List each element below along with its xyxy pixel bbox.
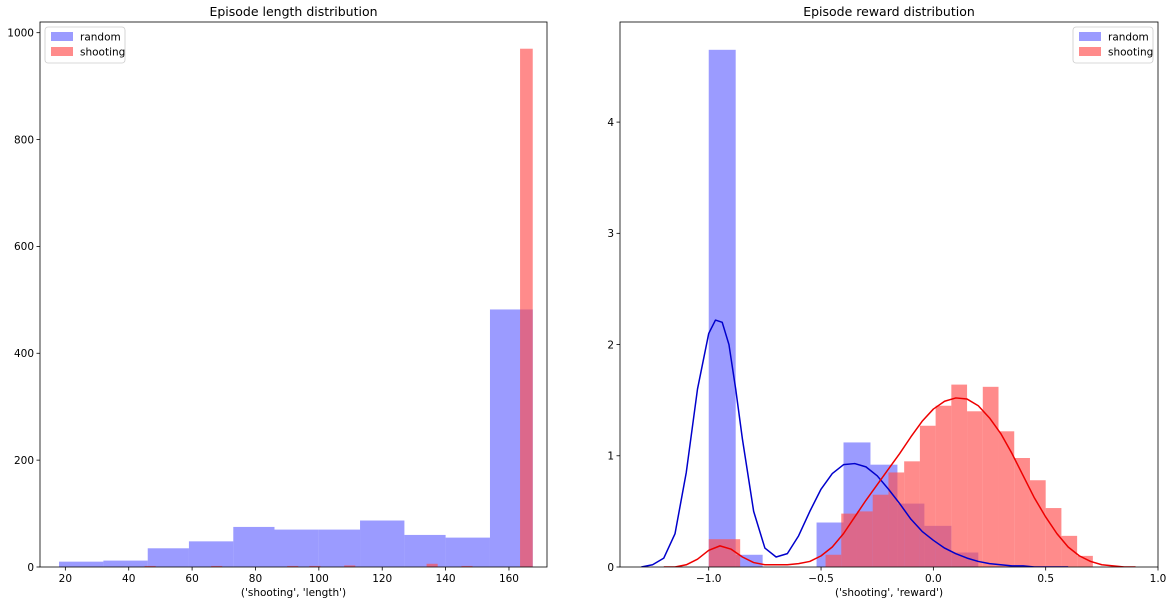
y-tick-label: 800: [14, 134, 34, 146]
legend-swatch-random: [1079, 32, 1101, 41]
y-tick-label: 400: [14, 348, 34, 360]
x-tick-label: 100: [309, 573, 329, 585]
bar-random-9: [445, 537, 490, 567]
y-tick-label: 200: [14, 455, 34, 467]
axes-frame: [619, 21, 1159, 568]
legend-label: shooting: [1108, 47, 1153, 59]
x-tick-label: 0.5: [1037, 573, 1054, 585]
x-tick-label: 160: [499, 573, 519, 585]
y-tick-label: 600: [14, 241, 34, 253]
x-tick-label: 140: [436, 573, 456, 585]
x-axis-label: ('shooting', 'reward'): [835, 587, 943, 599]
kde-line-random: [641, 319, 1069, 567]
bar-shooting-10: [951, 384, 968, 567]
bar-shooting-3: [841, 513, 857, 567]
bar-random-7: [360, 520, 405, 567]
x-axis-label: ('shooting', 'length'): [241, 587, 346, 599]
bar-shooting-5: [426, 563, 438, 567]
bar-shooting-2: [825, 554, 842, 567]
chart-title: Episode reward distribution: [803, 4, 975, 19]
x-tick-label: 80: [249, 573, 262, 585]
bar-shooting-1: [211, 565, 223, 567]
bar-shooting-4: [856, 511, 873, 567]
bar-shooting-9: [935, 405, 952, 567]
legend-swatch-random: [51, 32, 73, 41]
bar-shooting-6: [461, 565, 473, 567]
x-tick-label: 40: [122, 573, 135, 585]
bar-random-0: [708, 49, 736, 567]
kde-line-shooting: [663, 397, 1136, 567]
y-tick-label: 1000: [7, 27, 34, 39]
bar-random-2: [147, 548, 189, 567]
chart-1: −1.0 −0.5 0.0 0.5 1.0 0 1 2 3 4 Episode reward dis…: [607, 4, 1166, 599]
x-tick-label: 1.0: [1150, 573, 1167, 585]
bar-shooting-8: [919, 425, 936, 567]
y-tick-label: 4: [607, 117, 614, 129]
bar-shooting-2: [287, 565, 299, 567]
bar-random-0: [59, 561, 104, 567]
y-tick-label: 3: [607, 228, 614, 240]
legend-label: shooting: [80, 47, 125, 59]
bar-shooting-14: [1014, 458, 1030, 567]
chart-title: Episode length distribution: [209, 4, 377, 19]
x-tick-label: 60: [185, 573, 198, 585]
bar-random-3: [188, 541, 234, 567]
bar-shooting-3: [309, 565, 321, 567]
legend-label: random: [80, 32, 121, 44]
bar-shooting-5: [872, 494, 889, 567]
bar-shooting-4: [344, 565, 356, 567]
bar-shooting-6: [888, 472, 905, 567]
bar-shooting-0: [144, 565, 156, 567]
y-tick-label: 1: [607, 451, 614, 463]
axes-frame: [39, 21, 548, 568]
y-tick-label: 0: [27, 562, 34, 574]
bar-shooting-7: [520, 48, 533, 567]
chart-0: 20 40 60 80 100 120 140 160 0 200 400 600 800 1000 Epi…: [7, 4, 548, 599]
x-tick-label: −1.0: [696, 573, 722, 585]
x-tick-label: 120: [372, 573, 392, 585]
plot-area: [59, 48, 533, 567]
bar-random-5: [274, 529, 319, 567]
y-tick-label: 2: [607, 339, 614, 351]
bar-random-1: [103, 560, 148, 567]
legend: random shooting: [44, 26, 126, 64]
x-tick-label: −0.5: [808, 573, 834, 585]
legend: random shooting: [1072, 26, 1154, 64]
x-tick-label: 0.0: [925, 573, 942, 585]
bar-random-4: [233, 526, 275, 567]
bar-shooting-13: [998, 431, 1015, 567]
x-tick-label: 20: [59, 573, 72, 585]
legend-swatch-shooting: [1079, 47, 1101, 56]
legend-label: random: [1108, 32, 1149, 44]
legend-swatch-shooting: [51, 47, 73, 56]
y-tick-label: 0: [607, 562, 614, 574]
bar-shooting-15: [1029, 480, 1046, 567]
bar-shooting-16: [1045, 508, 1062, 567]
bar-random-8: [404, 534, 446, 567]
bar-shooting-0: [708, 539, 741, 567]
bar-shooting-18: [1077, 555, 1093, 567]
bar-shooting-11: [967, 411, 983, 567]
bar-shooting-12: [982, 386, 999, 567]
bar-random-6: [318, 529, 361, 567]
plot-area: [641, 49, 1136, 567]
bar-shooting-7: [904, 461, 920, 567]
